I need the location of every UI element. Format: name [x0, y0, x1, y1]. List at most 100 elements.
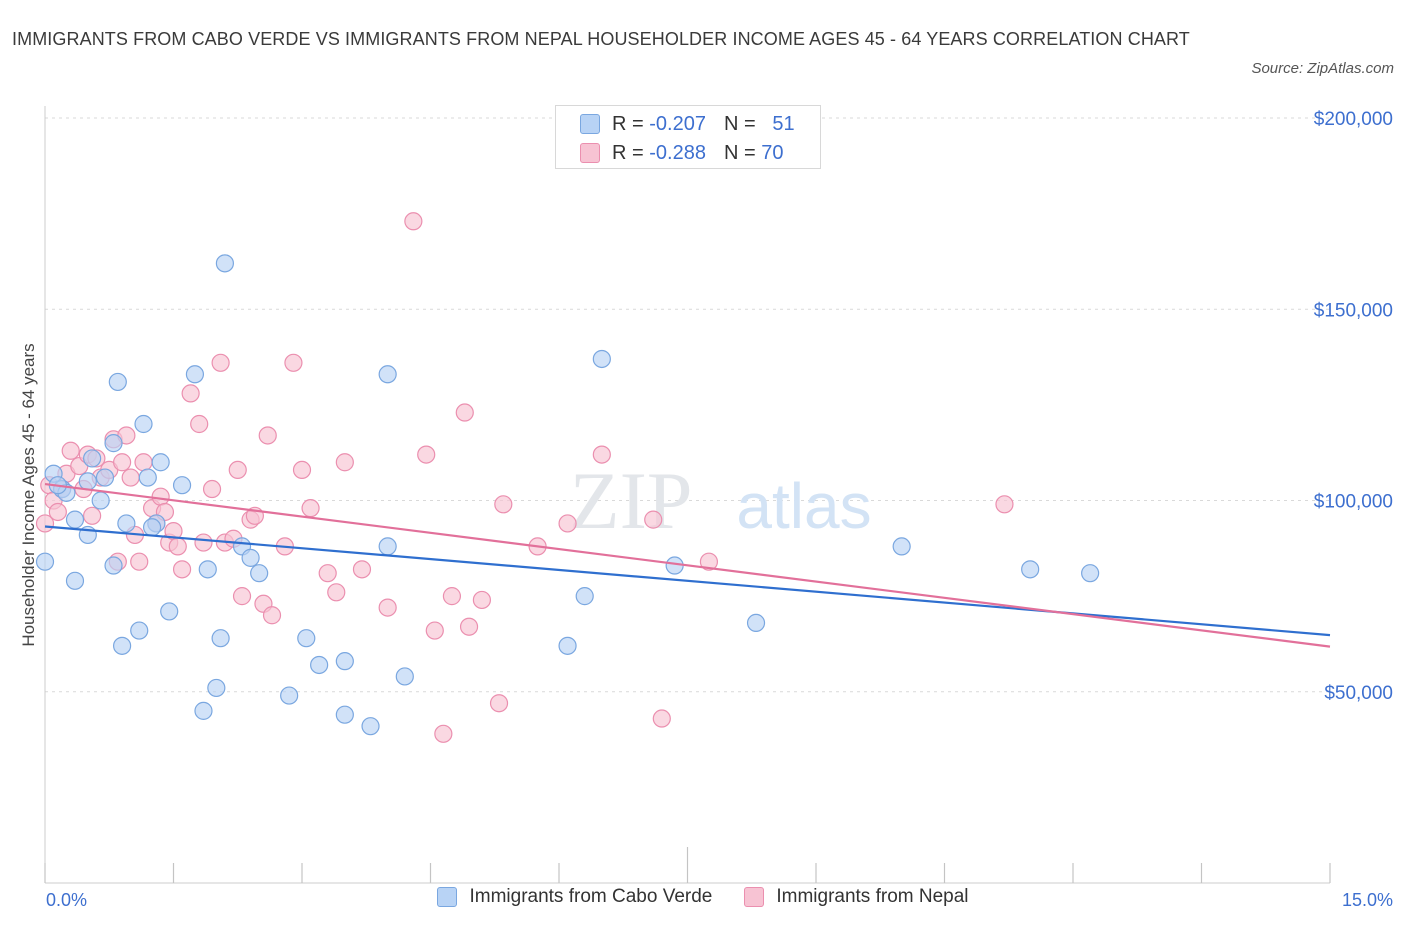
y-tick-labels: $50,000 $100,000 $150,000 $200,000	[1314, 109, 1393, 704]
legend-blue-swatch	[437, 887, 458, 907]
nepal-point-67	[699, 552, 719, 571]
legend: Immigrants from Cabo Verde Immigrants fr…	[0, 886, 1406, 908]
nepal-point-33	[211, 353, 230, 372]
nepal-point-46	[301, 499, 320, 518]
nepal-point-44	[284, 353, 303, 372]
x-axis-min-label: 0.0%	[46, 890, 88, 910]
stat-row-nepal: R = -0.288 N = 70	[580, 138, 783, 168]
cabo-verde-point-0	[35, 552, 55, 571]
cabo-verde-point-23	[185, 365, 205, 384]
y-tick-label-0: $50,000	[1324, 683, 1393, 704]
nepal-point-57	[455, 403, 474, 422]
nepal-point-30	[190, 414, 209, 434]
n-value: 51	[772, 112, 795, 135]
cabo-verde-point-39	[378, 365, 397, 384]
nepal-points	[35, 212, 1014, 743]
nepal-point-41	[258, 426, 277, 445]
axes	[44, 106, 1331, 884]
nepal-point-15	[112, 453, 132, 472]
nepal-point-60	[489, 694, 509, 713]
cabo-verde-point-26	[207, 678, 226, 698]
nepal-point-50	[352, 560, 372, 579]
nepal-point-58	[459, 617, 479, 636]
n-label: N =	[723, 112, 756, 135]
nepal-point-3	[48, 502, 67, 522]
cabo-verde-point-48	[1081, 564, 1100, 583]
nepal-point-59	[472, 590, 491, 610]
cabo-verde-point-22	[172, 476, 192, 495]
grid-lines	[45, 117, 1330, 693]
legend-label: Immigrants from Nepal	[776, 886, 969, 907]
cabo-verde-point-5	[65, 571, 85, 590]
source-label: Source: ZipAtlas.com	[1251, 60, 1394, 77]
legend-label: Immigrants from Cabo Verde	[469, 886, 713, 907]
nepal-point-17	[121, 468, 140, 487]
cabo-verde-point-11	[104, 434, 123, 453]
nepal-point-28	[172, 560, 192, 579]
nepal-point-61	[494, 495, 513, 514]
cabo-verde-point-33	[297, 629, 316, 648]
watermark: ZIP atlas	[570, 455, 872, 546]
cabo-verde-point-16	[130, 621, 149, 640]
stats-box: R = -0.207 N = 51 R = -0.288 N = 70	[555, 105, 821, 169]
cabo-verde-point-8	[83, 449, 102, 468]
cabo-verde-point-10	[95, 468, 115, 487]
nepal-point-27	[168, 537, 187, 556]
cabo-verde-point-21	[160, 602, 179, 621]
chart-title: IMMIGRANTS FROM CABO VERDE VS IMMIGRANTS…	[12, 29, 1190, 49]
legend-item-nepal[interactable]: Immigrants from Nepal	[744, 886, 969, 908]
r-label: R =	[612, 112, 644, 135]
n-value: 70	[761, 141, 784, 164]
cabo-verde-point-25	[198, 560, 217, 579]
cabo-verde-point-46	[892, 537, 911, 556]
nepal-point-31	[194, 533, 213, 552]
trend-lines	[44, 482, 1331, 648]
nepal-point-49	[335, 453, 354, 472]
cabo-verde-point-35	[335, 705, 354, 724]
cabo-verde-point-34	[310, 655, 329, 675]
cabo-verde-point-9	[91, 491, 110, 510]
cabo-verde-points	[35, 254, 1100, 736]
nepal-point-48	[327, 583, 346, 602]
r-value: -0.288	[649, 141, 706, 164]
nepal-point-54	[425, 621, 444, 640]
nepal-point-53	[417, 445, 436, 464]
cabo-verde-point-43	[592, 349, 611, 369]
pink-swatch	[580, 143, 600, 163]
y-tick-label-3: $200,000	[1314, 109, 1393, 130]
nepal-point-65	[644, 510, 663, 529]
cabo-verde-point-37	[361, 717, 380, 736]
nepal-point-36	[228, 460, 247, 479]
cabo-verde-point-31	[250, 564, 269, 583]
legend-item-cabo-verde[interactable]: Immigrants from Cabo Verde	[437, 886, 712, 908]
cabo-verde-point-27	[211, 629, 230, 648]
cabo-verde-point-36	[335, 652, 354, 671]
cabo-verde-point-4	[65, 510, 85, 529]
nepal-point-56	[442, 587, 462, 606]
cabo-verde-point-20	[151, 453, 170, 472]
y-tick-label-1: $100,000	[1314, 492, 1393, 513]
cabo-verde-point-28	[215, 254, 234, 273]
nepal-point-55	[434, 724, 453, 743]
cabo-verde-point-30	[241, 548, 260, 567]
stat-row-cabo-verde: R = -0.207 N = 51	[580, 109, 795, 139]
cabo-verde-point-14	[112, 636, 132, 655]
blue-swatch	[580, 114, 600, 134]
nepal-trend-line	[44, 482, 1331, 648]
cabo-verde-point-18	[138, 468, 157, 487]
n-label: N =	[723, 141, 756, 164]
cabo-verde-point-32	[280, 686, 299, 705]
nepal-point-64	[592, 445, 611, 464]
nepal-point-63	[558, 514, 577, 533]
cabo-verde-trend-line	[44, 525, 1331, 637]
nepal-point-42	[262, 606, 282, 625]
cabo-verde-point-38	[378, 537, 397, 556]
cabo-verde-point-47	[1021, 560, 1040, 579]
x-axis-max-label: 15.0%	[1341, 890, 1393, 910]
nepal-point-69	[83, 506, 102, 525]
nepal-point-51	[378, 598, 397, 617]
watermark-zip: ZIP	[570, 455, 693, 546]
nepal-point-47	[318, 564, 337, 583]
nepal-point-52	[404, 212, 423, 231]
